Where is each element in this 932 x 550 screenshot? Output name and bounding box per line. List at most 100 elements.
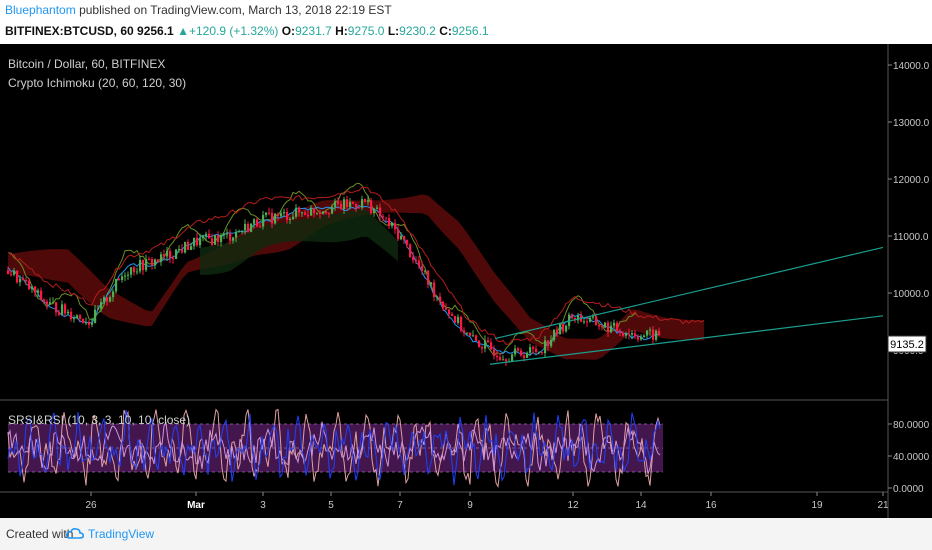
candle-body bbox=[565, 325, 568, 332]
candle-body bbox=[121, 276, 124, 280]
time-tick-label: 7 bbox=[397, 500, 403, 511]
candle-body bbox=[385, 217, 388, 219]
candle-body bbox=[247, 224, 250, 232]
candle-body bbox=[373, 208, 376, 214]
candle-body bbox=[253, 219, 256, 224]
open-value: 9231.7 bbox=[295, 24, 332, 38]
candle-body bbox=[31, 286, 34, 290]
candle-body bbox=[505, 359, 508, 362]
candle-body bbox=[574, 317, 577, 321]
trend-channel[interactable] bbox=[489, 246, 884, 365]
cloud-area-bull bbox=[200, 209, 398, 275]
candle-body bbox=[112, 291, 115, 298]
candle-body bbox=[262, 215, 265, 227]
candle-body bbox=[307, 215, 310, 217]
candle-body bbox=[79, 315, 82, 319]
candle-body bbox=[10, 274, 13, 276]
candle-body bbox=[199, 238, 202, 246]
candle-body bbox=[595, 316, 598, 326]
candle-body bbox=[634, 333, 637, 337]
candle-body bbox=[163, 254, 166, 257]
candle-body bbox=[337, 201, 340, 204]
candle-body bbox=[496, 356, 499, 358]
candle-body bbox=[610, 325, 613, 333]
candle-body bbox=[466, 332, 469, 334]
rsi-tick-label: 0.0000 bbox=[893, 484, 924, 495]
candle-body bbox=[208, 233, 211, 239]
author-link[interactable]: Bluephantom bbox=[5, 3, 76, 17]
candle-body bbox=[643, 335, 646, 338]
candle-body bbox=[7, 270, 10, 275]
candle-body bbox=[175, 249, 178, 260]
candle-body bbox=[358, 207, 361, 209]
candle-body bbox=[22, 278, 25, 281]
candle-body bbox=[442, 301, 445, 309]
candle-body bbox=[619, 331, 622, 334]
candle-body bbox=[448, 309, 451, 314]
candle-body bbox=[277, 213, 280, 217]
candle-body bbox=[160, 254, 163, 262]
low-label: L: bbox=[387, 24, 400, 38]
candle-body bbox=[592, 316, 595, 318]
candle-body bbox=[535, 348, 538, 353]
candle-body bbox=[292, 216, 295, 219]
candle-body bbox=[394, 223, 397, 230]
candle-body bbox=[235, 232, 238, 238]
candle-body bbox=[178, 249, 181, 251]
candle-body bbox=[463, 330, 466, 334]
candle-body bbox=[139, 259, 142, 272]
candle-body bbox=[169, 250, 172, 258]
candle-body bbox=[46, 301, 49, 305]
high-value: 9275.0 bbox=[347, 24, 385, 38]
candle-body bbox=[28, 281, 31, 290]
candle-body bbox=[52, 302, 55, 304]
candle-body bbox=[457, 316, 460, 323]
candle-body bbox=[214, 235, 217, 245]
candle-body bbox=[133, 267, 136, 273]
tradingview-brand[interactable]: TradingView bbox=[88, 527, 155, 541]
candle-body bbox=[490, 342, 493, 350]
candle-body bbox=[109, 297, 112, 302]
candle-body bbox=[70, 311, 73, 320]
channel-upper-line bbox=[494, 246, 884, 340]
candle-body bbox=[445, 308, 448, 310]
candle-body bbox=[325, 211, 328, 214]
candle-body bbox=[607, 322, 610, 333]
candle-body bbox=[151, 259, 154, 266]
price-tick-label: 10000.0 bbox=[893, 289, 930, 300]
candle-body bbox=[433, 282, 436, 297]
candle-body bbox=[334, 201, 337, 207]
candle-body bbox=[379, 207, 382, 217]
cloud-area bbox=[8, 194, 704, 360]
candle-body bbox=[310, 208, 313, 216]
candle-body bbox=[478, 340, 481, 347]
candle-body bbox=[19, 278, 22, 283]
time-tick-label: 16 bbox=[705, 500, 717, 511]
candle-body bbox=[469, 332, 472, 336]
publish-header: Bluephantom published on TradingView.com… bbox=[0, 0, 932, 44]
candle-body bbox=[577, 315, 580, 321]
candle-body bbox=[409, 244, 412, 258]
candle-body bbox=[223, 233, 226, 235]
time-axis[interactable]: 26 Mar 3 5 7 9 12 14 16 19 21 bbox=[85, 492, 889, 511]
price-marker-box bbox=[887, 335, 927, 353]
high-label: H: bbox=[335, 24, 348, 38]
candle-body bbox=[568, 314, 571, 326]
candle-body bbox=[472, 335, 475, 337]
candle-body bbox=[88, 322, 91, 325]
candle-body bbox=[148, 259, 151, 261]
candle-body bbox=[541, 351, 544, 354]
candle-body bbox=[484, 340, 487, 349]
candle-body bbox=[622, 333, 625, 336]
candle-body bbox=[613, 322, 616, 326]
candle-body bbox=[193, 237, 196, 247]
candle-body bbox=[286, 211, 289, 220]
candle-body bbox=[97, 308, 100, 310]
candle-body bbox=[289, 218, 292, 220]
candle-body bbox=[652, 329, 655, 340]
price-chart[interactable]: 14000.013000.012000.011000.010000.09000.… bbox=[0, 44, 932, 518]
candle-body bbox=[145, 259, 148, 271]
candle-body bbox=[217, 235, 220, 243]
candle-body bbox=[406, 239, 409, 245]
candle-body bbox=[340, 203, 343, 210]
